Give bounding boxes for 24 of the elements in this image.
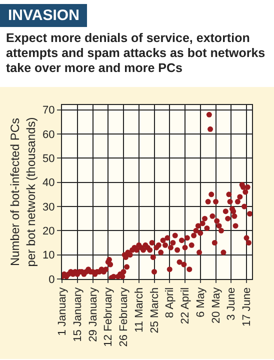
x-tick-label: 29 January [87, 286, 100, 342]
y-tick-label: 60 [42, 128, 55, 141]
y-tick-label: 50 [42, 153, 55, 166]
y-tick-label: 30 [42, 201, 55, 214]
chart-title: INVASION [0, 4, 88, 27]
x-tick-label: 20 May [210, 286, 222, 324]
x-tick-label: 17 June [241, 287, 254, 327]
chart-subtitle: Expect more denials of service, extortion attempts and spam attacks as bot networks take over more and more PCs [5, 30, 266, 77]
x-tick-label: 22 April [180, 287, 192, 324]
x-tick-label: 6 May [194, 286, 207, 318]
y-tick-label: 0 [48, 274, 55, 286]
y-axis-title: Number of bot-infected PCs per bot network (thousands) [8, 117, 38, 267]
x-tick-label: 26 February [118, 286, 130, 347]
x-tick-label: 11 March [133, 287, 146, 332]
y-tick-label: 10 [42, 250, 55, 262]
y-tick-label: 40 [42, 177, 55, 190]
x-tick-label: 25 March [148, 287, 161, 334]
y-tick-label: 70 [42, 104, 55, 117]
x-tick-label: 1 January [56, 286, 69, 336]
x-tick-label: 15 January [72, 286, 84, 342]
y-tick-label: 20 [42, 226, 55, 238]
x-tick-label: 12 February [102, 286, 115, 347]
x-tick-label: 3 June [226, 287, 238, 320]
x-tick-label: 8 April [164, 287, 176, 318]
